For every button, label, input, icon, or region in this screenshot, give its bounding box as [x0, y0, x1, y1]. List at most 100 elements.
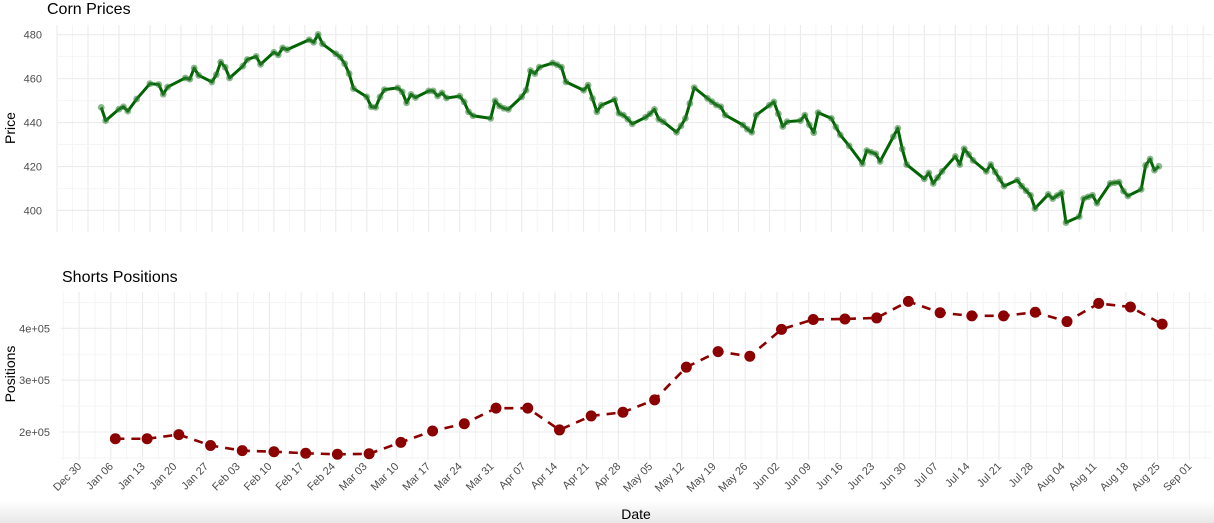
- corn-price-point: [1058, 189, 1065, 197]
- corn-price-point: [159, 90, 167, 98]
- x-tick-label: Apr 07: [497, 461, 528, 492]
- corn-price-point: [221, 63, 229, 71]
- x-tick-label: Mar 31: [464, 461, 497, 494]
- x-tick-label: Mar 03: [337, 461, 370, 494]
- x-tick-label: Jul 07: [911, 461, 940, 490]
- corn-price-point: [381, 86, 388, 94]
- corn-price-point: [438, 89, 446, 97]
- corn-price-point: [558, 63, 565, 71]
- corn-price-point: [1022, 187, 1030, 195]
- corn-prices-y-label: Price: [2, 112, 18, 144]
- corn-prices-grid: [56, 25, 1212, 232]
- corn-price-point: [1075, 213, 1083, 221]
- shorts-positions-point: [776, 323, 788, 335]
- corn-price-point: [584, 81, 592, 89]
- corn-price-point: [934, 174, 942, 181]
- corn-price-point: [1120, 187, 1127, 195]
- x-tick-label: Jan 27: [179, 461, 211, 493]
- corn-price-point: [991, 168, 999, 176]
- corn-price-point: [283, 46, 291, 54]
- corn-price-point: [376, 93, 384, 101]
- x-tick-label: Jul 14: [943, 461, 972, 490]
- corn-price-point: [398, 88, 406, 96]
- corn-price-point: [226, 74, 233, 82]
- shorts-positions-point: [902, 295, 914, 307]
- corn-price-point: [987, 161, 995, 168]
- corn-price-point: [810, 129, 818, 137]
- corn-price-point: [593, 108, 601, 116]
- x-tick-label: Mar 17: [400, 461, 433, 494]
- corn-price-point: [257, 60, 264, 68]
- corn-price-point: [491, 97, 499, 105]
- corn-price-point: [465, 108, 472, 116]
- x-tick-label: Aug 04: [1034, 461, 1067, 494]
- y-tick-label: 3e+05: [19, 375, 50, 387]
- corn-price-point: [1137, 185, 1145, 193]
- shorts-positions-point: [680, 361, 692, 373]
- corn-price-point: [1155, 162, 1163, 170]
- corn-price-point: [1013, 176, 1021, 184]
- x-tick-label: Feb 03: [210, 461, 243, 494]
- corn-price-point: [965, 151, 973, 158]
- shorts-positions-title: Shorts Positions: [62, 269, 178, 286]
- corn-price-point: [832, 123, 840, 131]
- shorts-positions-line: [115, 299, 1163, 456]
- corn-prices-title: Corn Prices: [47, 1, 131, 18]
- corn-price-point: [774, 110, 782, 118]
- corn-price-point: [982, 167, 990, 175]
- corn-price-point: [889, 133, 897, 141]
- corn-price-point: [686, 100, 694, 107]
- corn-price-point: [208, 78, 216, 86]
- corn-price-point: [646, 110, 654, 118]
- shorts-positions-point: [522, 402, 534, 414]
- corn-prices-y-axis: 400 420 440 460 480: [24, 30, 42, 218]
- corn-price-point: [580, 86, 588, 94]
- corn-price-point: [124, 107, 132, 115]
- corn-price-point: [960, 145, 968, 153]
- corn-price-point: [783, 118, 791, 126]
- x-tick-label: Jun 02: [750, 461, 782, 493]
- shorts-positions-point: [649, 394, 661, 406]
- corn-price-point: [195, 71, 203, 79]
- x-tick-label: Mar 24: [432, 461, 465, 494]
- shorts-positions-point: [300, 447, 312, 459]
- corn-price-point: [805, 121, 813, 129]
- corn-price-point: [341, 60, 349, 68]
- corn-price-point: [239, 62, 247, 70]
- corn-price-point: [589, 94, 596, 102]
- x-tick-label: Dec 30: [51, 461, 84, 494]
- corn-price-point: [681, 114, 689, 122]
- corn-price-point: [748, 128, 756, 136]
- corn-price-point: [651, 105, 658, 113]
- shorts-positions-y-label: Positions: [2, 346, 18, 403]
- x-tick-label: Apr 28: [592, 461, 623, 492]
- corn-price-point: [146, 80, 154, 88]
- shorts-positions-series: [109, 295, 1168, 460]
- corn-price-point: [717, 103, 725, 111]
- x-tick-label: Sep 01: [1161, 461, 1194, 494]
- shorts-positions-point: [807, 313, 819, 325]
- x-tick-label: Jun 30: [877, 461, 909, 493]
- corn-prices-series: [97, 31, 1163, 226]
- corn-price-point: [770, 98, 778, 106]
- x-tick-label: Jan 20: [148, 461, 180, 493]
- corn-price-point: [155, 81, 163, 88]
- corn-price-point: [164, 83, 172, 91]
- corn-price-point: [1093, 199, 1101, 207]
- corn-price-point: [469, 112, 477, 120]
- corn-price-point: [186, 75, 194, 83]
- x-tick-label: Aug 18: [1098, 461, 1131, 494]
- corn-price-point: [350, 85, 357, 92]
- corn-price-point: [1115, 178, 1123, 186]
- y-tick-label: 400: [24, 205, 42, 217]
- corn-price-point: [1018, 182, 1026, 190]
- corn-price-point: [1062, 219, 1070, 226]
- corn-price-point: [1031, 205, 1039, 212]
- corn-price-point: [903, 161, 911, 168]
- corn-price-point: [212, 71, 220, 79]
- y-tick-label: 440: [24, 118, 42, 130]
- shorts-positions-point: [205, 439, 217, 451]
- corn-price-point: [119, 103, 127, 111]
- corn-price-point: [611, 96, 618, 103]
